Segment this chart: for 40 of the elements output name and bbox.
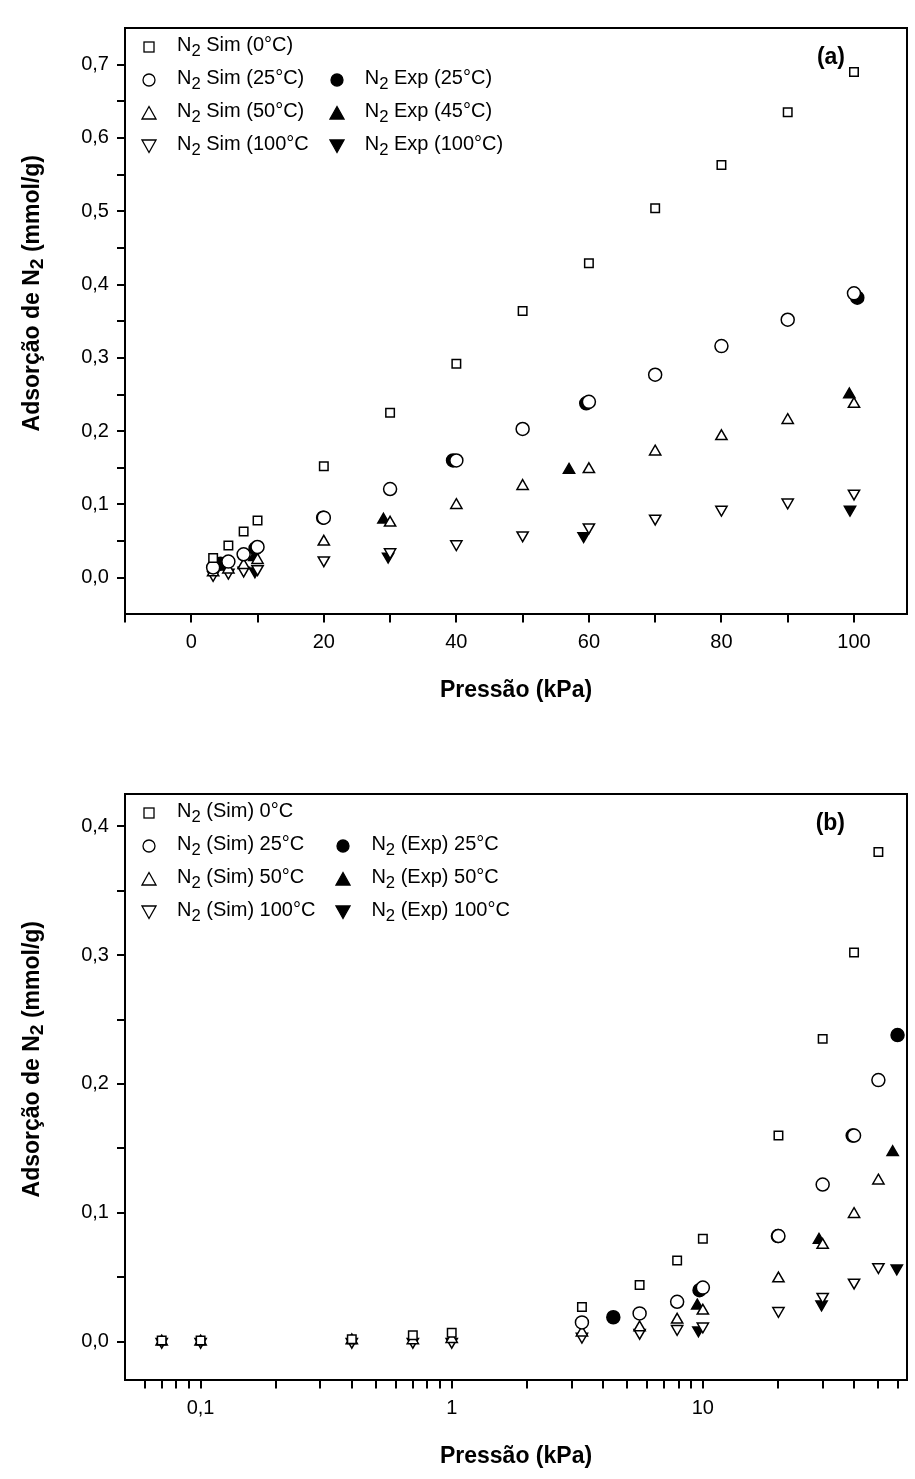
- legend-label: N$_{2}$ Sim (0°C): [177, 32, 294, 61]
- y-tick-label: 0,0: [81, 1329, 109, 1352]
- x-tick-label: 10: [691, 1395, 714, 1418]
- y-tick-label: 0,1: [81, 1200, 109, 1223]
- legend-label: N$_{2}$ (Exp) 50°C: [371, 864, 499, 893]
- y-tick-label: 0,0: [81, 565, 109, 588]
- x-axis-title: Pressão (kPa): [439, 1441, 593, 1468]
- x-tick-label: 40: [445, 629, 468, 652]
- y-tick-label: 0,4: [81, 272, 109, 295]
- y-tick-label: 0,1: [81, 491, 109, 514]
- legend-label: N$_{2}$ (Exp) 25°C: [371, 831, 499, 860]
- y-tick-label: 0,5: [81, 198, 109, 221]
- legend-label: N$_{2}$ (Sim) 25°C: [177, 831, 305, 860]
- x-tick-label: 0: [185, 629, 197, 652]
- x-tick-label: 0,1: [186, 1395, 215, 1418]
- annotation: (a): [816, 42, 845, 69]
- annotation: (b): [815, 808, 845, 835]
- legend-label: N$_{2}$ Sim (25°C): [177, 65, 305, 94]
- legend-label: N$_{2}$ Exp (45°C): [364, 98, 493, 127]
- y-tick-label: 0,4: [81, 813, 109, 836]
- y-tick-label: 0,6: [81, 125, 109, 148]
- y-tick-label: 0,3: [81, 942, 109, 965]
- legend-label: N$_{2}$ (Exp) 100°C: [371, 897, 510, 926]
- legend-label: N$_{2}$ (Sim) 50°C: [177, 864, 305, 893]
- legend-label: N$_{2}$ Sim (100°C: [177, 131, 309, 160]
- x-tick-label: 100: [837, 629, 871, 652]
- y-tick-label: 0,2: [81, 418, 109, 441]
- y-tick-label: 0,3: [81, 345, 109, 368]
- x-tick-label: 20: [312, 629, 335, 652]
- x-tick-label: 80: [710, 629, 733, 652]
- legend-label: N$_{2}$ (Sim) 100°C: [177, 897, 316, 926]
- x-tick-label: 60: [577, 629, 601, 652]
- y-tick-label: 0,2: [81, 1071, 109, 1094]
- x-tick-label: 1: [446, 1395, 458, 1418]
- x-axis-title: Pressão (kPa): [439, 675, 593, 702]
- legend-label: N$_{2}$ Exp (100°C): [364, 131, 504, 160]
- legend-label: N$_{2}$ (Sim) 0°C: [177, 798, 294, 827]
- legend-label: N$_{2}$ Exp (25°C): [364, 65, 493, 94]
- y-tick-label: 0,7: [81, 52, 109, 75]
- legend-label: N$_{2}$ Sim (50°C): [177, 98, 305, 127]
